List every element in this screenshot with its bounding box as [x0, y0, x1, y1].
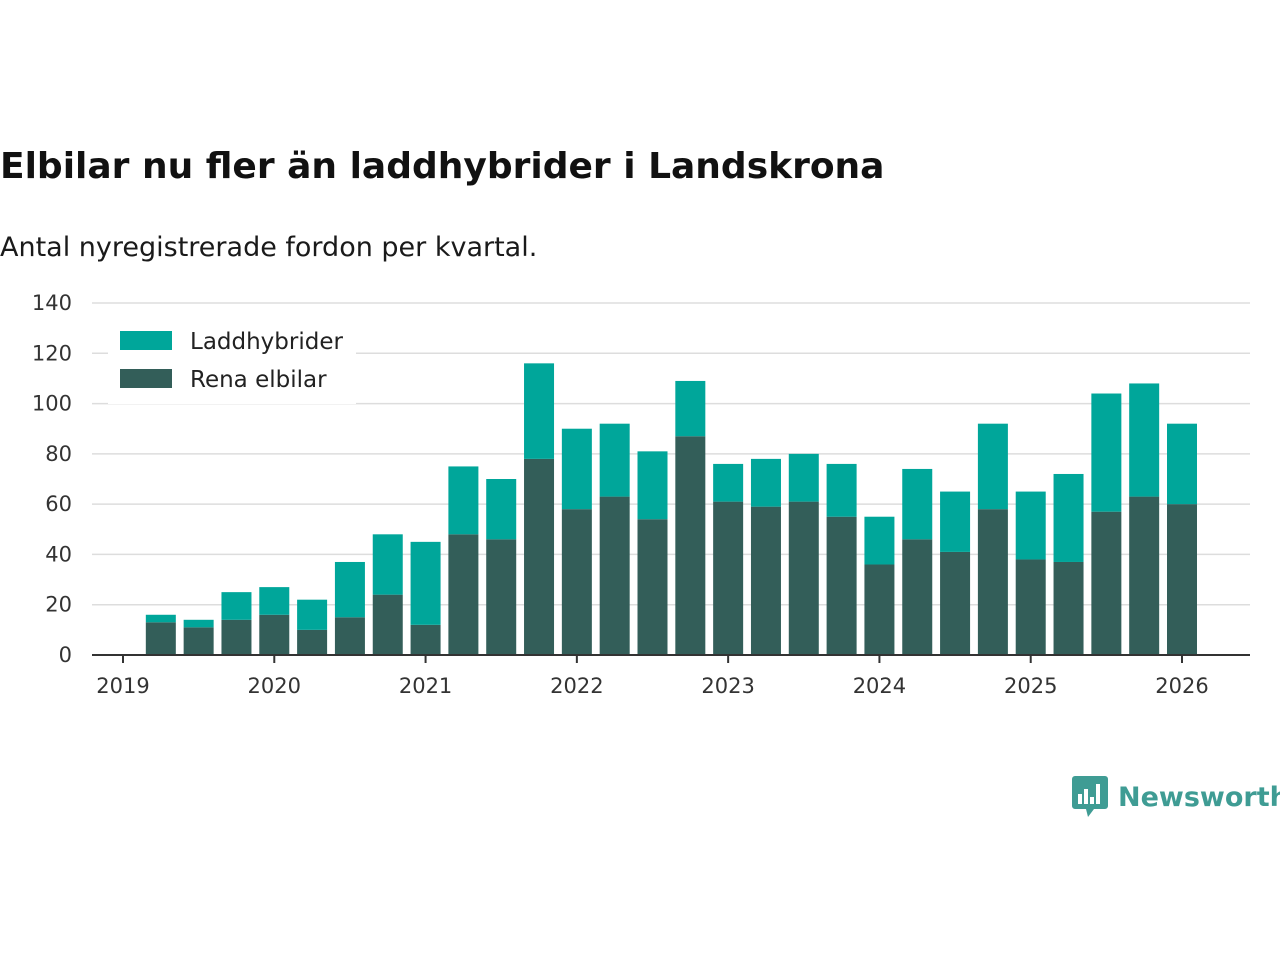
bar-laddhybrider: [902, 468, 933, 540]
bar-rena-elbilar: [750, 506, 781, 655]
bar-rena-elbilar: [1053, 561, 1084, 655]
y-tick-label: 0: [59, 643, 72, 667]
bar-rena-elbilar: [486, 539, 517, 655]
bar-rena-elbilar: [145, 622, 176, 655]
bar-rena-elbilar: [1129, 496, 1160, 655]
chart-subtitle: Antal nyregistrerade fordon per kvartal.: [0, 232, 538, 263]
bar-laddhybrider: [788, 453, 819, 502]
bar-laddhybrider: [977, 423, 1008, 510]
bar-laddhybrider: [826, 463, 857, 517]
bar-chart-speech-icon: [1072, 776, 1108, 817]
bar-rena-elbilar: [259, 614, 290, 655]
bar-rena-elbilar: [940, 551, 971, 655]
bar-laddhybrider: [334, 561, 365, 618]
bar-rena-elbilar: [977, 509, 1008, 655]
bar-laddhybrider: [1167, 423, 1197, 505]
bar-rena-elbilar: [864, 564, 895, 655]
bar-laddhybrider: [486, 479, 517, 540]
bar-rena-elbilar: [826, 516, 857, 655]
bar-rena-elbilar: [675, 436, 706, 655]
legend-label-laddhybrider: Laddhybrider: [190, 329, 343, 355]
chart-title: Elbilar nu fler än laddhybrider i Landsk…: [0, 146, 885, 187]
bar-rena-elbilar: [221, 619, 252, 655]
bar-laddhybrider: [940, 491, 971, 552]
bar-rena-elbilar: [1091, 511, 1122, 655]
bar-laddhybrider: [864, 516, 895, 565]
bars: [145, 363, 1197, 655]
x-tick-label: 2025: [1004, 674, 1057, 698]
x-tick-label: 2024: [853, 674, 906, 698]
x-tick-label: 2026: [1155, 674, 1208, 698]
bar-laddhybrider: [561, 428, 592, 510]
x-tick-label: 2019: [96, 674, 149, 698]
y-axis: 0 20 40 60 80 100 120 140: [32, 291, 72, 667]
bar-laddhybrider: [372, 534, 403, 595]
bar-rena-elbilar: [599, 496, 630, 655]
bar-laddhybrider: [448, 466, 479, 535]
legend-swatch-laddhybrider: [120, 331, 172, 350]
bar-rena-elbilar: [524, 458, 555, 655]
bar-rena-elbilar: [183, 627, 214, 655]
bar-laddhybrider: [750, 458, 781, 507]
bar-laddhybrider: [145, 614, 176, 623]
bar-laddhybrider: [183, 619, 214, 628]
bar-rena-elbilar: [902, 539, 933, 655]
bar-laddhybrider: [259, 587, 290, 615]
x-tick-label: 2020: [248, 674, 301, 698]
x-tick-label: 2022: [550, 674, 603, 698]
legend-swatch-rena-elbilar: [120, 369, 172, 388]
bar-laddhybrider: [410, 541, 441, 625]
y-tick-label: 20: [45, 593, 72, 617]
bar-rena-elbilar: [448, 534, 479, 655]
bar-laddhybrider: [221, 592, 252, 620]
bar-rena-elbilar: [410, 624, 441, 655]
y-tick-label: 80: [45, 442, 72, 466]
bar-laddhybrider: [1053, 473, 1084, 562]
bar-rena-elbilar: [713, 501, 744, 655]
bar-laddhybrider: [524, 363, 555, 459]
newsworthy-logo[interactable]: Newsworthy: [1072, 776, 1280, 818]
brand-name: Newsworthy: [1118, 781, 1280, 813]
bar-laddhybrider: [637, 451, 668, 520]
bar-rena-elbilar: [372, 594, 403, 655]
bar-laddhybrider: [1091, 393, 1122, 512]
y-tick-label: 120: [32, 341, 72, 365]
bar-laddhybrider: [1015, 491, 1046, 560]
y-tick-label: 100: [32, 392, 72, 416]
bar-rena-elbilar: [334, 617, 365, 655]
bar-rena-elbilar: [297, 629, 328, 655]
bar-laddhybrider: [713, 463, 744, 502]
x-axis: 2019 2020 2021 2022 2023 2024 2025 2026: [92, 654, 1250, 698]
legend-label-rena-elbilar: Rena elbilar: [190, 367, 327, 393]
y-tick-label: 140: [32, 291, 72, 315]
bar-rena-elbilar: [1167, 504, 1197, 655]
legend: Laddhybrider Rena elbilar: [108, 318, 356, 404]
bar-laddhybrider: [599, 423, 630, 497]
bar-rena-elbilar: [561, 509, 592, 655]
bar-laddhybrider: [1129, 383, 1160, 497]
bar-rena-elbilar: [637, 519, 668, 655]
bar-laddhybrider: [675, 380, 706, 437]
x-tick-label: 2021: [399, 674, 452, 698]
y-tick-label: 40: [45, 542, 72, 566]
bar-laddhybrider: [297, 599, 328, 630]
y-tick-label: 60: [45, 492, 72, 516]
x-tick-label: 2023: [701, 674, 754, 698]
bar-rena-elbilar: [1015, 559, 1046, 655]
bar-rena-elbilar: [788, 501, 819, 655]
